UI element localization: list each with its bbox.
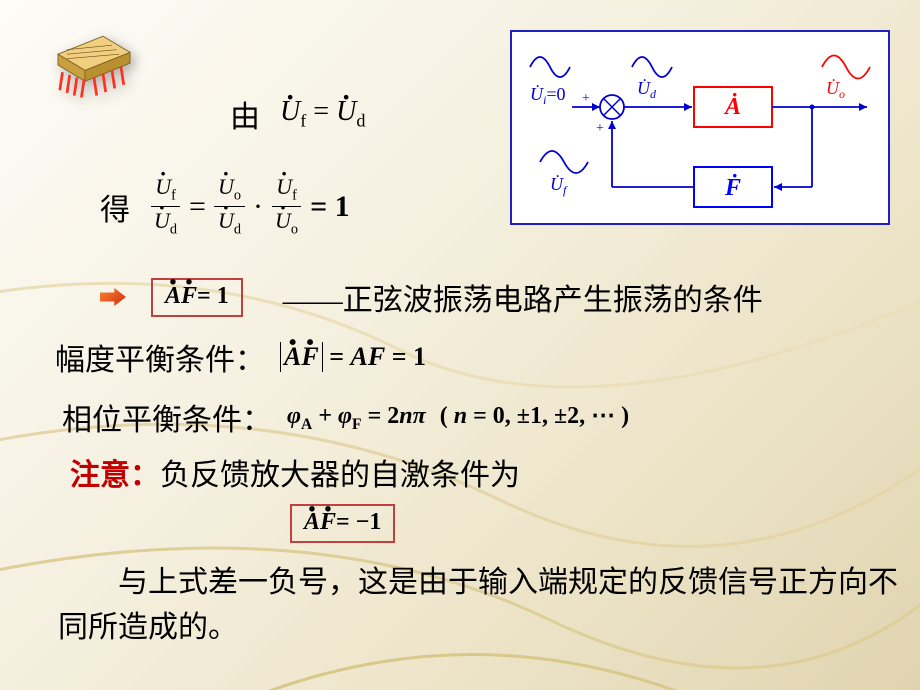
chip-icon xyxy=(30,20,140,110)
circuit-diagram: U̇i=0 + U̇d Ȧ U̇o xyxy=(510,30,890,225)
eq-uf-ud: Uf = Ud xyxy=(280,96,365,132)
de-label: 得 xyxy=(100,185,130,229)
input-sine-wave xyxy=(530,57,570,77)
svg-text:+: + xyxy=(582,91,590,106)
note-label: 注意： xyxy=(70,459,160,492)
phase-label: 相位平衡条件： xyxy=(62,395,272,439)
label-f: Ḟ xyxy=(724,174,741,201)
af-neg1-line: AF = −1 xyxy=(290,504,395,543)
label-uo: U̇o xyxy=(826,77,845,101)
label-ud: U̇d xyxy=(637,77,657,101)
amplitude-line: 幅度平衡条件： AF = AF = 1 xyxy=(55,335,426,379)
boxed-af-neg1: AF = −1 xyxy=(290,504,395,543)
svg-text:+: + xyxy=(596,121,604,136)
derive-line: 得 Uf Ud = Uo Ud · Uf Uo = 1 xyxy=(100,175,350,238)
boxed-af-1: AF = 1 xyxy=(151,278,243,317)
premise-line: 由 Uf = Ud xyxy=(230,92,365,136)
phase-line: 相位平衡条件： φA + φF = 2nπ ( n = 0, ±1, ±2, ⋯… xyxy=(62,395,629,439)
label-ui: U̇i=0 xyxy=(530,83,566,107)
label-a: Ȧ xyxy=(723,93,741,120)
note-text: 负反馈放大器的自激条件为 xyxy=(160,459,520,492)
arrow-icon xyxy=(100,288,126,306)
condition-desc: ——正弦波振荡电路产生振荡的条件 xyxy=(283,275,763,319)
explanation-text: 与上式差一负号，这是由于输入端规定的反馈信号正方向不同所造成的。 xyxy=(58,560,920,650)
label-uf: U̇f xyxy=(550,173,568,197)
condition-line: AF = 1 ——正弦波振荡电路产生振荡的条件 xyxy=(100,275,763,319)
amplitude-label: 幅度平衡条件： xyxy=(55,335,265,379)
note-line: 注意：负反馈放大器的自激条件为 xyxy=(70,450,520,494)
you-label: 由 xyxy=(230,92,260,136)
